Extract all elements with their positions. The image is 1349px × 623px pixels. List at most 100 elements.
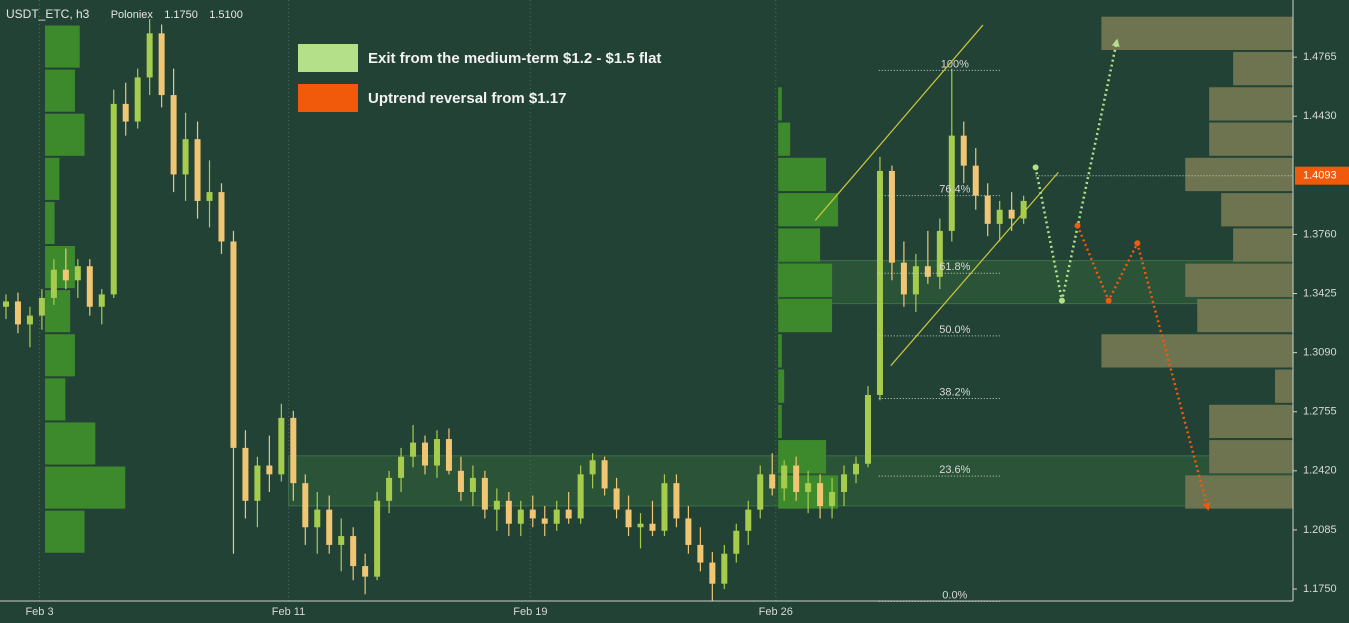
volume-bar bbox=[1197, 298, 1293, 333]
candle-body bbox=[577, 474, 584, 519]
y-tick-label: 1.2420 bbox=[1303, 465, 1337, 477]
candle-body bbox=[146, 33, 153, 78]
candle-body bbox=[589, 460, 596, 475]
candle-body bbox=[326, 509, 333, 545]
candle-body bbox=[745, 509, 752, 531]
candle-body bbox=[757, 474, 764, 510]
volume-bar bbox=[778, 157, 827, 192]
candle-body bbox=[410, 442, 417, 457]
scenario-point bbox=[1032, 164, 1039, 171]
candle-body bbox=[134, 77, 141, 122]
x-tick-label: Feb 11 bbox=[272, 606, 305, 618]
scenario-point bbox=[1134, 240, 1141, 247]
symbol: USDT_ETC, h3 bbox=[6, 7, 90, 21]
candle-body bbox=[661, 483, 668, 531]
legend-label: Uptrend reversal from $1.17 bbox=[368, 89, 567, 107]
candle-body bbox=[565, 509, 572, 519]
candle-body bbox=[398, 456, 405, 478]
candle-body bbox=[517, 509, 524, 524]
volume-bar bbox=[778, 334, 782, 368]
legend-item: Uptrend reversal from $1.17 bbox=[298, 84, 566, 112]
volume-bar bbox=[45, 422, 96, 465]
volume-bar bbox=[45, 510, 85, 553]
candle-body bbox=[541, 518, 548, 524]
legend-label: Exit from the medium-term $1.2 - $1.5 fl… bbox=[368, 49, 662, 67]
candle-body bbox=[86, 266, 93, 307]
candle-body bbox=[445, 439, 452, 471]
candle-body bbox=[972, 165, 979, 196]
last-price-label: 1.4093 bbox=[1303, 170, 1337, 182]
candle-body bbox=[14, 301, 21, 325]
volume-bar bbox=[778, 404, 782, 439]
y-tick-label: 1.4430 bbox=[1303, 110, 1337, 122]
header: USDT_ETC, h3 Poloniex 1.1750 1.5100 bbox=[6, 7, 251, 21]
y-tick-label: 1.3760 bbox=[1303, 228, 1337, 240]
candle-body bbox=[266, 465, 273, 475]
candle-body bbox=[793, 465, 800, 492]
candle-body bbox=[625, 509, 632, 528]
candle-body bbox=[912, 266, 919, 295]
candle-body bbox=[170, 95, 177, 175]
candle-body bbox=[685, 518, 692, 545]
y-tick-label: 1.3090 bbox=[1303, 347, 1337, 359]
volume-bar bbox=[45, 378, 66, 421]
last-price-tag bbox=[1295, 166, 1349, 185]
volume-bar bbox=[778, 298, 833, 333]
candle-body bbox=[218, 192, 225, 242]
candle-body bbox=[900, 262, 907, 295]
candle-body bbox=[721, 553, 728, 584]
volume-bar bbox=[45, 246, 75, 289]
y-tick-label: 1.3425 bbox=[1303, 287, 1337, 299]
candle-body bbox=[26, 315, 33, 325]
scenario-point bbox=[1074, 222, 1081, 229]
candle-body bbox=[338, 536, 345, 545]
candle-body bbox=[960, 135, 967, 166]
fib-label: 50.0% bbox=[939, 324, 970, 336]
candle-body bbox=[374, 500, 381, 577]
volume-bar bbox=[1185, 157, 1293, 192]
candle-body bbox=[924, 266, 931, 277]
y-tick-label: 1.2755 bbox=[1303, 406, 1337, 418]
candle-body bbox=[290, 417, 297, 484]
low-price: 1.1750 bbox=[164, 9, 198, 21]
candle-body bbox=[876, 170, 883, 395]
candle-body bbox=[769, 474, 776, 489]
candle-body bbox=[206, 192, 213, 201]
volume-bar bbox=[45, 69, 75, 112]
volume-bar bbox=[45, 25, 80, 68]
volume-bar bbox=[1233, 228, 1293, 262]
candle-body bbox=[888, 170, 895, 263]
candle-body bbox=[613, 488, 620, 510]
candle-body bbox=[469, 477, 476, 492]
volume-bar bbox=[45, 466, 126, 509]
candle-body bbox=[422, 442, 429, 466]
volume-bar bbox=[778, 87, 782, 121]
candle-body bbox=[841, 474, 848, 492]
volume-bar bbox=[778, 122, 791, 156]
volume-bar bbox=[1101, 16, 1293, 50]
volume-bar bbox=[1221, 193, 1293, 227]
fib-label: 61.8% bbox=[939, 261, 970, 273]
volume-bar bbox=[1233, 51, 1293, 86]
candle-body bbox=[553, 509, 560, 524]
candle-body bbox=[362, 566, 369, 577]
legend-item: Exit from the medium-term $1.2 - $1.5 fl… bbox=[298, 44, 661, 72]
candle-body bbox=[242, 447, 249, 501]
volume-bar bbox=[1185, 263, 1293, 297]
candle-body bbox=[194, 139, 201, 201]
candle-body bbox=[50, 269, 57, 298]
trendline bbox=[814, 24, 984, 221]
candle-body bbox=[709, 562, 716, 584]
candle-body bbox=[805, 483, 812, 492]
volume-bar bbox=[45, 201, 55, 245]
candle-body bbox=[637, 523, 644, 528]
high-price: 1.5100 bbox=[209, 9, 243, 21]
volume-bar bbox=[45, 113, 85, 156]
candle-body bbox=[697, 544, 704, 563]
candle-body bbox=[433, 439, 440, 466]
x-tick-label: Feb 3 bbox=[25, 606, 53, 618]
candle-body bbox=[936, 230, 943, 277]
candle-body bbox=[230, 241, 237, 448]
candle-body bbox=[829, 491, 836, 507]
